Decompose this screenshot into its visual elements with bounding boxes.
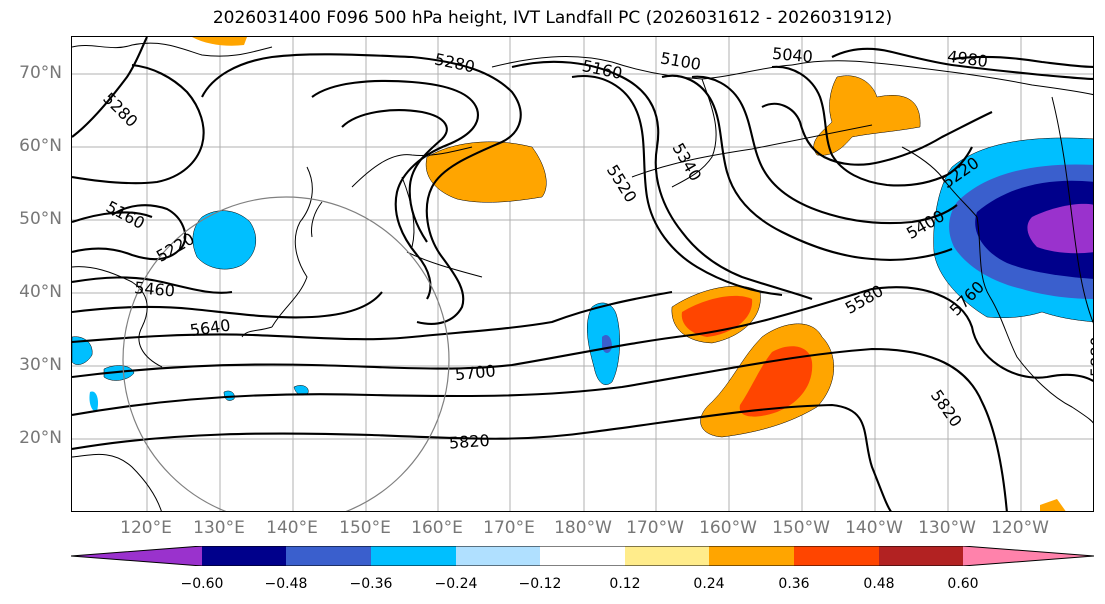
colorbar-tick: −0.12 [518, 576, 562, 592]
lon-label-180w: 180°W [554, 518, 612, 538]
contour-label: 5280 [99, 89, 141, 131]
contour-label: 5460 [133, 278, 175, 300]
map-canvas: 5280 5160 5100 5040 4980 5280 5160 5220 … [72, 37, 1094, 511]
contour-label: 5880 [1087, 336, 1094, 377]
lon-label-150w: 150°W [772, 518, 830, 538]
colorbar-segment [625, 546, 709, 566]
colorbar [71, 546, 1094, 566]
colorbar-tick: −0.36 [349, 576, 393, 592]
colorbar-tick: 0.12 [609, 576, 641, 592]
lon-label-130e: 130°E [193, 518, 245, 538]
colorbar-segment [879, 546, 963, 566]
contour-label: 5520 [603, 161, 641, 206]
lat-label-60n: 60°N [19, 136, 62, 156]
colorbar-tick: −0.60 [180, 576, 224, 592]
lat-label-70n: 70°N [19, 63, 62, 83]
lon-label-120w: 120°W [991, 518, 1049, 538]
graticule [72, 37, 1093, 511]
lon-label-140e: 140°E [266, 518, 318, 538]
contour-label: 5160 [580, 56, 624, 83]
height-contours [72, 37, 1093, 511]
lon-label-170w: 170°W [626, 518, 684, 538]
colorbar-segment [963, 546, 1094, 566]
colorbar-segment [371, 546, 456, 566]
colorbar-tick: −0.24 [434, 576, 478, 592]
coastlines [72, 42, 1093, 511]
contour-label: 5160 [103, 197, 148, 233]
lon-label-160w: 160°W [699, 518, 757, 538]
contour-label: 4980 [946, 47, 989, 71]
contour-label: 5700 [454, 361, 496, 384]
colorbar-tick: 0.60 [947, 576, 979, 592]
colorbar-tick: −0.48 [264, 576, 308, 592]
colorbar-segment [202, 546, 286, 566]
colorbar-segment [456, 546, 540, 566]
lat-label-20n: 20°N [19, 428, 62, 448]
lon-label-170e: 170°E [483, 518, 535, 538]
contour-label: 5580 [842, 281, 887, 318]
contour-label: 5820 [927, 386, 966, 430]
lon-label-140w: 140°W [845, 518, 903, 538]
lat-label-50n: 50°N [19, 209, 62, 229]
colorbar-segment [794, 546, 879, 566]
colorbar-tick: 0.48 [863, 576, 895, 592]
contour-label: 5280 [433, 49, 477, 76]
landfall-radius-circle [122, 196, 450, 511]
lat-label-40n: 40°N [19, 282, 62, 302]
contour-label: 5100 [659, 48, 702, 74]
ivt-negative-shading [72, 137, 1093, 412]
contour-label: 5040 [771, 44, 813, 66]
colorbar-segment [709, 546, 794, 566]
contour-label: 5640 [189, 316, 232, 340]
lon-label-120e: 120°E [120, 518, 172, 538]
map-title: 2026031400 F096 500 hPa height, IVT Land… [212, 8, 893, 28]
colorbar-segment [71, 546, 202, 566]
lon-label-160e: 160°E [411, 518, 463, 538]
contour-label: 5340 [669, 140, 706, 185]
lon-label-130w: 130°W [918, 518, 976, 538]
lat-label-30n: 30°N [19, 355, 62, 375]
ivt-positive-shading [192, 37, 1066, 511]
contour-label: 5220 [153, 229, 198, 266]
colorbar-tick: 0.24 [693, 576, 725, 592]
colorbar-tick: 0.36 [778, 576, 810, 592]
contour-label: 5820 [448, 431, 490, 453]
colorbar-segment [286, 546, 371, 566]
colorbar-segment [540, 546, 625, 566]
lon-label-150e: 150°E [339, 518, 391, 538]
map-panel: 5280 5160 5100 5040 4980 5280 5160 5220 … [71, 36, 1094, 512]
